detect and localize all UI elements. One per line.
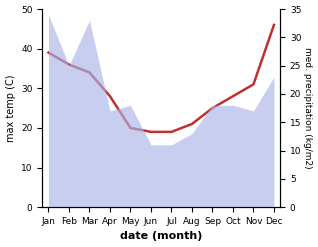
X-axis label: date (month): date (month): [120, 231, 203, 242]
Y-axis label: med. precipitation (kg/m2): med. precipitation (kg/m2): [303, 47, 313, 169]
Y-axis label: max temp (C): max temp (C): [5, 74, 16, 142]
